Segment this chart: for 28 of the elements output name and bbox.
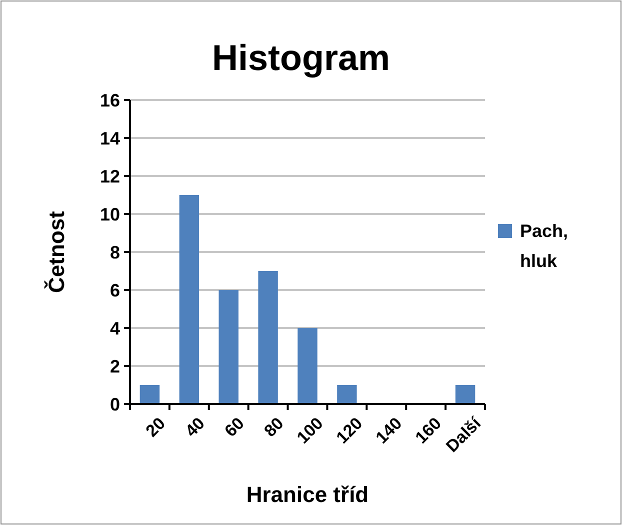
- x-tick-label: 140: [372, 414, 406, 448]
- bar: [179, 195, 200, 404]
- y-tick-label: 4: [110, 318, 120, 338]
- y-axis-title: Četnost: [44, 210, 69, 293]
- y-tick-label: 2: [110, 356, 120, 376]
- bar: [140, 385, 160, 404]
- x-tick-label: 20: [142, 414, 169, 441]
- x-axis-title: Hranice tříd: [246, 482, 369, 507]
- y-tick-label: 16: [100, 90, 120, 110]
- x-tick-label: 60: [221, 414, 248, 441]
- bar: [455, 385, 476, 404]
- bar: [298, 328, 318, 404]
- bar: [218, 290, 238, 404]
- y-tick-label: 6: [110, 280, 120, 300]
- legend-label: Pach, hluk: [520, 221, 568, 271]
- y-tick-label: 0: [110, 394, 120, 414]
- x-tick-label: 100: [293, 414, 327, 448]
- x-tick-label: 120: [332, 414, 366, 448]
- y-tick-label: 12: [100, 166, 120, 186]
- x-tick-label: 80: [260, 414, 288, 441]
- y-tick-label: 10: [100, 204, 120, 224]
- y-tick-label: 8: [110, 242, 120, 262]
- chart-title: Histogram: [212, 37, 390, 78]
- bar: [337, 385, 357, 404]
- x-tick-label: 40: [182, 414, 208, 441]
- bar: [258, 271, 278, 404]
- y-tick-label: 14: [100, 128, 120, 148]
- x-tick-label: 160: [412, 414, 446, 448]
